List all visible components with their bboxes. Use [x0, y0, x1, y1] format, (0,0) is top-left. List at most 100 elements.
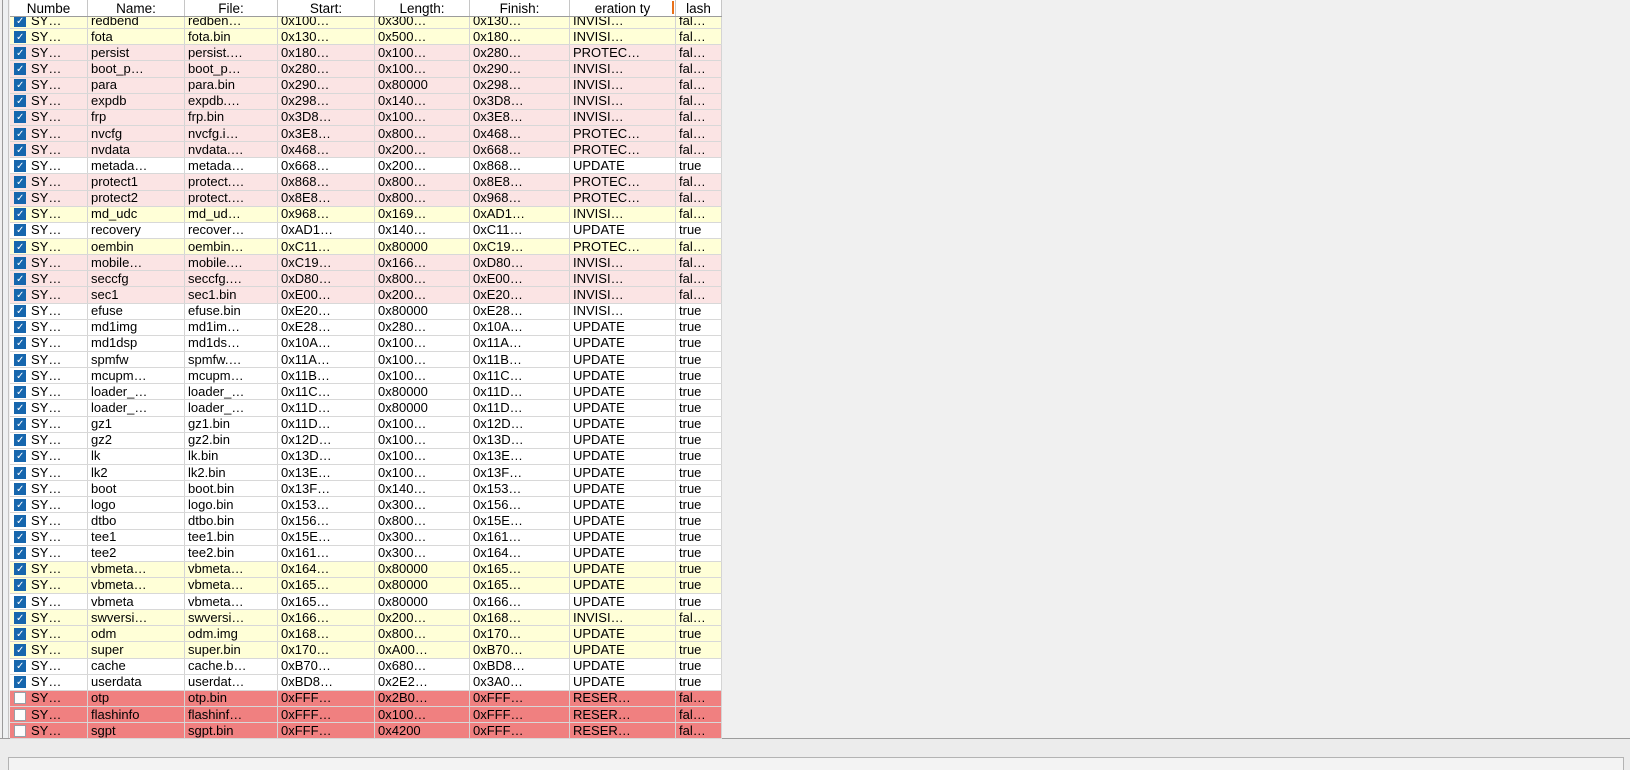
- table-row-efuse[interactable]: SY… efuse efuse.bin 0xE20… 0x80000 0xE28… INVI…: [10, 303, 722, 320]
- table-row-md1img[interactable]: SY… md1img md1im… 0xE28… 0x280… 0x10A… UPDATE t…: [10, 319, 722, 336]
- table-row-expdb[interactable]: SY… expdb expdb.… 0x298… 0x140… 0x3D8… INVISI……: [10, 93, 722, 110]
- table-row-frp[interactable]: SY… frp frp.bin 0x3D8… 0x100… 0x3E8… INVISI… fa…: [10, 109, 722, 126]
- row-checkbox-checked[interactable]: [14, 611, 26, 624]
- table-row-logo[interactable]: SY… logo logo.bin 0x153… 0x300… 0x156… UPDATE t…: [10, 497, 722, 514]
- table-row-swversi[interactable]: SY… swversi… swversi… 0x166… 0x200… 0x168… INV…: [10, 610, 722, 627]
- table-row-seccfg[interactable]: SY… seccfg seccfg.… 0xD80… 0x800… 0xE00… INVIS…: [10, 271, 722, 288]
- row-checkbox-checked[interactable]: [14, 208, 26, 221]
- row-checkbox-checked[interactable]: [14, 466, 26, 479]
- table-row-cache[interactable]: SY… cache cache.b… 0xB70… 0x680… 0xBD8… UPDATE…: [10, 658, 722, 675]
- row-checkbox-checked[interactable]: [14, 62, 26, 75]
- table-row-sgpt[interactable]: SY… sgpt sgpt.bin 0xFFF… 0x4200 0xFFF… RESER… f…: [10, 723, 722, 739]
- table-row-tee2[interactable]: SY… tee2 tee2.bin 0x161… 0x300… 0x164… UPDATE t…: [10, 545, 722, 562]
- table-row-vbmeta[interactable]: SY… vbmeta vbmeta… 0x165… 0x80000 0x166… UPDAT…: [10, 594, 722, 611]
- row-checkbox-checked[interactable]: [14, 240, 26, 253]
- table-row-nvdata[interactable]: SY… nvdata nvdata.… 0x468… 0x200… 0x668… PROTE…: [10, 142, 722, 159]
- row-checkbox-checked[interactable]: [14, 79, 26, 92]
- row-checkbox-checked[interactable]: [14, 256, 26, 269]
- table-row-mobile[interactable]: SY… mobile… mobile.… 0xC19… 0x166… 0xD80… INVI…: [10, 255, 722, 272]
- table-row-gz1[interactable]: SY… gz1 gz1.bin 0x11D… 0x100… 0x12D… UPDATE tru…: [10, 416, 722, 433]
- row-checkbox-checked[interactable]: [14, 418, 26, 431]
- table-row-persist[interactable]: SY… persist persist.… 0x180… 0x100… 0x280… PRO…: [10, 45, 722, 62]
- table-row-dtbo[interactable]: SY… dtbo dtbo.bin 0x156… 0x800… 0x15E… UPDATE t…: [10, 513, 722, 530]
- table-row-metada[interactable]: SY… metada… metada… 0x668… 0x200… 0x868… UPDAT…: [10, 158, 722, 175]
- row-checkbox-checked[interactable]: [14, 143, 26, 156]
- table-row-mcupm[interactable]: SY… mcupm… mcupm… 0x11B… 0x100… 0x11C… UPDATE t…: [10, 368, 722, 385]
- table-row-super[interactable]: SY… super super.bin 0x170… 0xA00… 0xB70… UPDAT…: [10, 642, 722, 659]
- column-header-operation-type[interactable]: eration ty: [570, 0, 676, 16]
- table-row-md1dsp[interactable]: SY… md1dsp md1ds… 0x10A… 0x100… 0x11A… UPDATE t…: [10, 335, 722, 352]
- row-checkbox-checked[interactable]: [14, 498, 26, 511]
- row-checkbox-checked[interactable]: [14, 337, 26, 350]
- row-checkbox-checked[interactable]: [14, 224, 26, 237]
- column-header-length[interactable]: Length:: [375, 0, 470, 16]
- row-checkbox-checked[interactable]: [14, 369, 26, 382]
- row-checkbox-checked[interactable]: [14, 482, 26, 495]
- column-header-number[interactable]: Numbe: [10, 0, 88, 16]
- table-row-flashinfo[interactable]: SY… flashinfo flashinf… 0xFFF… 0x100… 0xFFF… R…: [10, 707, 722, 724]
- row-checkbox-checked[interactable]: [14, 676, 26, 689]
- row-checkbox-checked[interactable]: [14, 385, 26, 398]
- row-checkbox-checked[interactable]: [14, 595, 26, 608]
- column-header-flash[interactable]: lash: [676, 0, 722, 16]
- table-row-boot_p[interactable]: SY… boot_p… boot_p… 0x280… 0x100… 0x290… INVIS…: [10, 61, 722, 78]
- table-body[interactable]: SY… redbend redben… 0x100… 0x300… 0x130… INVIS…: [10, 17, 722, 739]
- table-row-loader_[interactable]: SY… loader_… loader_… 0x11D… 0x80000 0x11D… UP…: [10, 400, 722, 417]
- row-checkbox-checked[interactable]: [14, 175, 26, 188]
- row-checkbox-checked[interactable]: [14, 531, 26, 544]
- row-checkbox-checked[interactable]: [14, 644, 26, 657]
- table-row-redbend[interactable]: SY… redbend redben… 0x100… 0x300… 0x130… INVIS…: [10, 17, 722, 30]
- row-checkbox-checked[interactable]: [14, 401, 26, 414]
- row-checkbox-checked[interactable]: [14, 30, 26, 43]
- table-row-tee1[interactable]: SY… tee1 tee1.bin 0x15E… 0x300… 0x161… UPDATE t…: [10, 529, 722, 546]
- row-checkbox-checked[interactable]: [14, 192, 26, 205]
- row-checkbox-checked[interactable]: [14, 159, 26, 172]
- cell-start: 0x968…: [278, 206, 375, 222]
- row-checkbox-checked[interactable]: [14, 127, 26, 140]
- row-checkbox-checked[interactable]: [14, 627, 26, 640]
- row-checkbox-checked[interactable]: [14, 450, 26, 463]
- row-checkbox-unchecked[interactable]: [14, 692, 26, 705]
- table-row-md_udc[interactable]: SY… md_udc md_ud… 0x968… 0x169… 0xAD1… INVISI……: [10, 206, 722, 223]
- table-row-lk2[interactable]: SY… lk2 lk2.bin 0x13E… 0x100… 0x13F… UPDATE tru…: [10, 464, 722, 482]
- row-checkbox-checked[interactable]: [14, 288, 26, 301]
- table-row-gz2[interactable]: SY… gz2 gz2.bin 0x12D… 0x100… 0x13D… UPDATE tru…: [10, 432, 722, 449]
- row-checkbox-checked[interactable]: [14, 305, 26, 318]
- table-row-spmfw[interactable]: SY… spmfw spmfw.… 0x11A… 0x100… 0x11B… UPDATE t…: [10, 351, 722, 369]
- column-header-name[interactable]: Name:: [88, 0, 185, 16]
- row-checkbox-checked[interactable]: [14, 579, 26, 592]
- table-row-sec1[interactable]: SY… sec1 sec1.bin 0xE00… 0x200… 0xE20… INVISI……: [10, 287, 722, 304]
- table-row-userdata[interactable]: SY… userdata userdat… 0xBD8… 0x2E2… 0x3A0… UPD…: [10, 674, 722, 691]
- table-row-vbmeta[interactable]: SY… vbmeta… vbmeta… 0x165… 0x80000 0x165… UPDA…: [10, 577, 722, 595]
- table-row-protect1[interactable]: SY… protect1 protect.… 0x868… 0x800… 0x8E8… PR…: [10, 174, 722, 191]
- table-row-recovery[interactable]: SY… recovery recover… 0xAD1… 0x140… 0xC11… UPD…: [10, 222, 722, 239]
- table-row-nvcfg[interactable]: SY… nvcfg nvcfg.i… 0x3E8… 0x800… 0x468… PROTEC…: [10, 125, 722, 143]
- row-checkbox-checked[interactable]: [14, 514, 26, 527]
- table-row-odm[interactable]: SY… odm odm.img 0x168… 0x800… 0x170… UPDATE tru…: [10, 626, 722, 643]
- row-checkbox-checked[interactable]: [14, 17, 26, 27]
- row-checkbox-unchecked[interactable]: [14, 708, 26, 721]
- table-row-otp[interactable]: SY… otp otp.bin 0xFFF… 0x2B0… 0xFFF… RESER… fal…: [10, 690, 722, 708]
- column-header-file[interactable]: File:: [185, 0, 278, 16]
- table-row-lk[interactable]: SY… lk lk.bin 0x13D… 0x100… 0x13E… UPDATE true: [10, 448, 722, 465]
- table-row-boot[interactable]: SY… boot boot.bin 0x13F… 0x140… 0x153… UPDATE t…: [10, 481, 722, 498]
- column-header-finish[interactable]: Finish:: [470, 0, 570, 16]
- row-checkbox-checked[interactable]: [14, 434, 26, 447]
- row-checkbox-checked[interactable]: [14, 46, 26, 59]
- table-row-fota[interactable]: SY… fota fota.bin 0x130… 0x500… 0x180… INVISI……: [10, 29, 722, 46]
- row-checkbox-checked[interactable]: [14, 111, 26, 124]
- row-checkbox-checked[interactable]: [14, 95, 26, 108]
- table-row-oembin[interactable]: SY… oembin oembin… 0xC11… 0x80000 0xC19… PROTE…: [10, 238, 722, 256]
- row-checkbox-unchecked[interactable]: [14, 724, 26, 737]
- row-checkbox-checked[interactable]: [14, 563, 26, 576]
- row-checkbox-checked[interactable]: [14, 321, 26, 334]
- row-checkbox-checked[interactable]: [14, 353, 26, 366]
- row-checkbox-checked[interactable]: [14, 660, 26, 673]
- column-header-start[interactable]: Start:: [278, 0, 375, 16]
- table-row-para[interactable]: SY… para para.bin 0x290… 0x80000 0x298… INVISI…: [10, 77, 722, 94]
- table-row-vbmeta[interactable]: SY… vbmeta… vbmeta… 0x164… 0x80000 0x165… UPDA…: [10, 561, 722, 578]
- table-row-loader_[interactable]: SY… loader_… loader_… 0x11C… 0x80000 0x11D… UP…: [10, 384, 722, 401]
- row-checkbox-checked[interactable]: [14, 547, 26, 560]
- table-row-protect2[interactable]: SY… protect2 protect.… 0x8E8… 0x800… 0x968… PR…: [10, 190, 722, 207]
- row-checkbox-checked[interactable]: [14, 272, 26, 285]
